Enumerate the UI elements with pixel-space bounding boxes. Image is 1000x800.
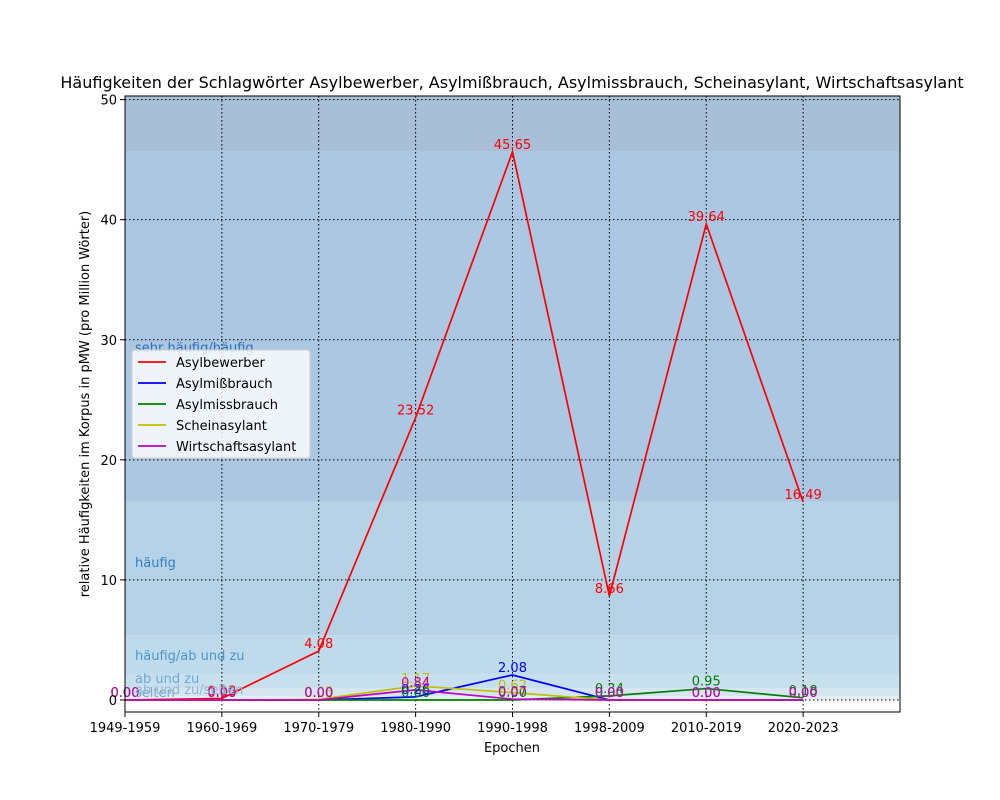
data-label: 0.00 — [304, 686, 333, 701]
data-label: 0.00 — [207, 686, 236, 701]
data-label: 4.08 — [304, 637, 333, 652]
data-label: 0.34 — [595, 682, 624, 697]
data-label: 45.65 — [494, 138, 531, 153]
y-axis-label: relative Häufigkeiten im Korpus in pMW (… — [78, 211, 93, 598]
data-label: 2.08 — [498, 661, 527, 676]
series-lines — [124, 148, 804, 701]
legend-entry: Wirtschaftsasylant — [176, 440, 296, 455]
data-label: 0.00 — [692, 686, 721, 701]
legend-box — [131, 349, 311, 459]
y-tick-label: 40 — [100, 214, 117, 229]
legend-entry: Asylbewerber — [176, 356, 265, 371]
data-label: 0.95 — [692, 675, 721, 690]
data-label: 0.18 — [789, 684, 818, 699]
data-label: 0.00 — [207, 686, 236, 701]
band-label: häufig/ab und zu — [135, 649, 245, 664]
data-label: 0.00 — [692, 686, 721, 701]
data-label: 0.00 — [692, 686, 721, 701]
y-tick-label: 50 — [100, 94, 117, 109]
band-below-zero — [125, 699, 900, 712]
data-label: 0.00 — [595, 686, 624, 701]
x-axis-label: Epochen — [484, 741, 540, 756]
band-label: häufig — [135, 556, 176, 571]
legend-entry: Scheinasylant — [176, 419, 267, 434]
chart-title: Häufigkeiten der Schlagwörter Asylbewerb… — [60, 73, 963, 92]
data-label: 0.00 — [789, 686, 818, 701]
data-label: 0.00 — [789, 686, 818, 701]
data-label: 0.07 — [498, 685, 527, 700]
y-tick-label: 0 — [109, 694, 117, 709]
data-label: 0.26 — [401, 683, 430, 698]
y-tick-label: 20 — [100, 454, 117, 469]
band-label: ab und zu — [135, 672, 199, 687]
y-axis: 0 10 20 30 40 50 — [100, 94, 125, 709]
y-tick-label: 10 — [100, 574, 117, 589]
data-label: 0.84 — [401, 676, 430, 691]
data-label: 16.49 — [785, 488, 822, 503]
band-0 — [125, 696, 900, 700]
legend-entry: Asylmißbrauch — [176, 377, 273, 392]
data-label: 8.66 — [595, 582, 624, 597]
data-label: 0.00 — [207, 686, 236, 701]
series-line-asylbewerber — [124, 148, 804, 701]
data-label: 0.05 — [304, 685, 333, 700]
x-axis: 1949-1959 1960-1969 1970-1979 1980-1990 1990… — [90, 712, 839, 736]
data-label: 0.00 — [207, 686, 236, 701]
x-tick-label: 1960-1969 — [186, 721, 257, 736]
band-label: selten — [135, 686, 175, 701]
data-label: 0.00 — [304, 686, 333, 701]
data-label: 0.00 — [789, 686, 818, 701]
legend: Asylbewerber Asylmißbrauch Asylmissbrauch S… — [131, 349, 311, 459]
data-label: 0.13 — [207, 684, 236, 699]
legend-entry: Asylmissbrauch — [176, 398, 278, 413]
x-tick-label: 1998-2009 — [574, 721, 645, 736]
x-tick-label: 1990-1998 — [477, 721, 548, 736]
band-label: ab und zu/selten — [135, 683, 243, 698]
data-label: 0.62 — [498, 679, 527, 694]
data-label: 0.00 — [595, 686, 624, 701]
x-tick-label: 1949-1959 — [90, 721, 161, 736]
x-tick-label: 1980-1990 — [380, 721, 451, 736]
x-tick-label: 1970-1979 — [283, 721, 354, 736]
x-tick-label: 2010-2019 — [671, 721, 742, 736]
data-label: 0.00 — [304, 686, 333, 701]
data-label: 23.52 — [397, 404, 434, 419]
y-tick-label: 30 — [100, 334, 117, 349]
x-tick-label: 2020-2023 — [768, 721, 839, 736]
data-label: 39.64 — [688, 210, 725, 225]
data-label: 1.17 — [401, 672, 430, 687]
data-label: 0.00 — [595, 686, 624, 701]
data-label: 0.00 — [498, 686, 527, 701]
series-line-wirtschaftsasylant — [125, 689, 804, 701]
data-label: 0.00 — [401, 686, 430, 701]
